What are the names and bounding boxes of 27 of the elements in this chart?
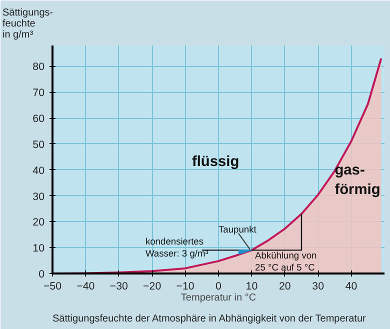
y-tick-label: 20 bbox=[32, 216, 45, 229]
y-tick-label: 10 bbox=[32, 242, 45, 255]
annotation: gas- förmig bbox=[334, 162, 380, 198]
y-tick-label: 60 bbox=[32, 113, 45, 126]
x-tick-label: −10 bbox=[176, 280, 194, 292]
y-axis-title: Sättigungs- feuchte in g/m³ bbox=[2, 8, 54, 40]
annotation: Taupunkt bbox=[218, 224, 257, 234]
text: Sättigungsfeuchte der Atmosphäre in Abhängigkeit von der Temperatur bbox=[52, 314, 367, 324]
annotation: kondensiertes Wasser: 3 g/m³ bbox=[145, 236, 208, 259]
y-tick-label: 30 bbox=[32, 190, 45, 203]
x-tick-label: 40 bbox=[345, 280, 358, 292]
x-tick-label: 0 bbox=[216, 280, 222, 292]
y-tick-label: 0 bbox=[38, 268, 45, 280]
x-tick-label: 20 bbox=[278, 280, 291, 292]
annotation: Abkühlung von 25 °C auf 5 °C bbox=[255, 250, 317, 273]
x-tick-label: −40 bbox=[76, 280, 95, 292]
y-tick-label: 70 bbox=[32, 87, 45, 100]
annotation: flüssig bbox=[192, 154, 240, 170]
y-tick-label: 50 bbox=[32, 138, 45, 151]
x-tick-label: −50 bbox=[43, 280, 62, 292]
x-tick-label: 10 bbox=[246, 280, 258, 292]
x-tick-label: −20 bbox=[143, 280, 162, 292]
x-axis-title: Temperatur in °C bbox=[180, 292, 256, 304]
y-tick-label: 80 bbox=[32, 61, 45, 74]
x-tick-label: 30 bbox=[312, 280, 324, 292]
x-tick-label: −30 bbox=[110, 280, 128, 292]
y-tick-label: 40 bbox=[32, 164, 45, 177]
